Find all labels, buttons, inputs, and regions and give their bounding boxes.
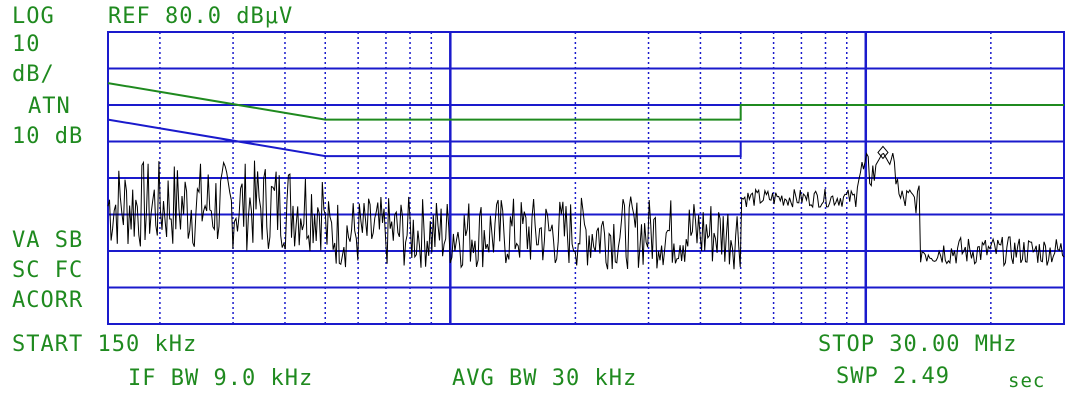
measurement-trace — [107, 152, 1065, 270]
ref-level-label: REF 80.0 dBμV — [108, 4, 294, 29]
avg-bandwidth-label: AVG BW 30 kHz — [452, 366, 638, 391]
scale-value-label: 10 — [12, 32, 41, 57]
if-bandwidth-label: IF BW 9.0 kHz — [128, 366, 314, 391]
scale-unit-label: dB/ — [12, 62, 55, 87]
start-frequency-label: START 150 kHz — [12, 332, 198, 357]
limit-lines — [107, 82, 1064, 158]
sc-fc-label: SC FC — [12, 258, 84, 283]
limit-line-quasi-peak — [107, 82, 1064, 121]
measurement-trace-group — [107, 145, 1065, 270]
atn-label: ATN — [28, 94, 71, 119]
va-sb-label: VA SB — [12, 228, 84, 253]
vertical-gridlines — [159, 32, 992, 324]
limit-line-average — [107, 118, 1064, 158]
stop-frequency-label: STOP 30.00 MHz — [818, 332, 1018, 357]
acorr-label: ACORR — [12, 288, 84, 313]
log-scale-label: LOG — [12, 4, 55, 29]
sweep-time-label: SWP 2.49 — [836, 364, 950, 389]
sweep-unit-label: sec — [1008, 370, 1046, 392]
peak-marker — [877, 145, 889, 160]
atn-value-label: 10 dB — [12, 124, 84, 149]
